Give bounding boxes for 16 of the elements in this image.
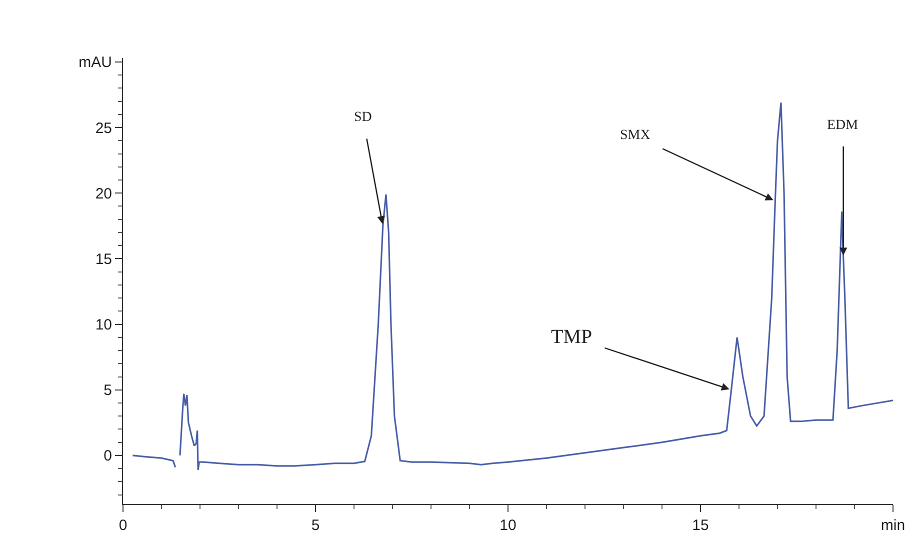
annotation: SD [354, 110, 372, 125]
y-tick-label: 0 [104, 448, 112, 465]
x-tick-label: 15 [692, 517, 709, 534]
annotation: EDM [827, 118, 859, 133]
annotation: SMX [620, 128, 650, 143]
y-tick-label: 15 [95, 250, 112, 268]
y-tick-label: 5 [104, 382, 112, 400]
x-tick-label: 10 [500, 517, 516, 534]
y-tick-label: 10 [95, 316, 112, 334]
x-tick-label: 5 [311, 517, 320, 534]
y-tick-label: mAU [78, 54, 112, 72]
annotation: TMP [551, 326, 592, 348]
y-tick-label: 20 [95, 185, 112, 202]
y-tick-label: 25 [95, 120, 112, 137]
x-tick-label: 0 [118, 517, 128, 534]
x-tick-label: min [880, 517, 906, 534]
